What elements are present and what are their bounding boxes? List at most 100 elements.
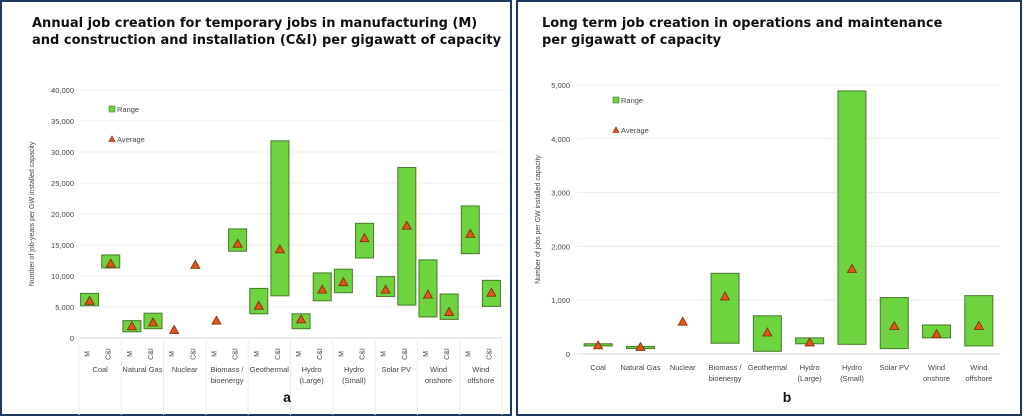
panel-a — [0, 0, 512, 416]
y-tick-label: 25,000 — [51, 179, 74, 188]
subcategory-label: M — [169, 351, 176, 357]
average-marker — [677, 316, 688, 326]
category-label: Natural Gas — [122, 365, 162, 374]
subcategory-label: M — [254, 351, 261, 357]
legend-average-label: Average — [621, 126, 649, 135]
average-marker — [973, 320, 985, 330]
average-marker — [232, 238, 243, 248]
average-marker — [211, 315, 222, 325]
category-label: Natural Gas — [620, 363, 660, 372]
subcategory-label: M — [85, 351, 92, 357]
category-label: Wind offshore — [965, 363, 992, 383]
average-marker — [635, 341, 646, 351]
subcategory-label: C&I — [106, 348, 113, 360]
average-marker — [253, 300, 264, 310]
subcategory-label: C&I — [190, 348, 197, 360]
y-tick-label: 0 — [566, 350, 570, 359]
chart-a-title: Annual job creation for temporary jobs i… — [32, 16, 502, 48]
average-marker — [126, 320, 138, 331]
category-label: Wind offshore — [467, 365, 494, 385]
subcategory-label: M — [127, 351, 134, 357]
average-marker — [401, 220, 413, 230]
category-label: Biomass / bioenergy — [211, 365, 245, 385]
average-marker — [846, 263, 858, 273]
subcategory-label: M — [338, 351, 345, 357]
subcategory-label: M — [211, 351, 218, 357]
average-marker — [317, 284, 328, 294]
average-marker — [105, 258, 116, 268]
average-marker — [84, 295, 95, 305]
y-tick-label: 35,000 — [51, 117, 74, 126]
y-axis-label: Number of job-years per GW installed cap… — [29, 141, 36, 286]
subcategory-label: C&I — [486, 348, 493, 360]
subcategory-label: C&I — [317, 348, 324, 360]
legend-average-marker — [108, 135, 116, 142]
category-label: Nuclear — [172, 365, 198, 374]
y-tick-label: 1,000 — [551, 296, 570, 305]
category-label: Hydro (Small) — [840, 363, 864, 383]
chart-b-title: Long term job creation in operations and… — [542, 16, 943, 48]
category-label: Hydro (Large) — [798, 363, 823, 383]
y-tick-label: 5,000 — [551, 81, 570, 90]
average-marker — [889, 320, 900, 330]
y-tick-label: 30,000 — [51, 148, 74, 157]
y-tick-label: 0 — [70, 334, 74, 343]
average-marker — [592, 340, 604, 350]
legend-range-swatch — [108, 105, 116, 113]
subcategory-label: C&I — [402, 348, 409, 360]
legend-range-swatch — [612, 96, 620, 104]
category-label: Geothermal — [748, 363, 788, 372]
range-bar — [418, 259, 438, 318]
average-marker — [486, 287, 497, 297]
average-marker — [147, 317, 159, 327]
average-marker — [719, 291, 731, 301]
y-tick-label: 3,000 — [551, 189, 570, 198]
y-tick-label: 4,000 — [551, 135, 570, 144]
legend-average-marker — [612, 126, 620, 133]
y-tick-label: 2,000 — [551, 242, 570, 251]
y-tick-label: 20,000 — [51, 210, 74, 219]
y-tick-label: 5,000 — [55, 303, 74, 312]
range-bar — [397, 167, 417, 306]
subcategory-label: M — [381, 351, 388, 357]
subcategory-label: M — [296, 351, 303, 357]
range-bar — [710, 272, 740, 344]
subcategory-label: M — [423, 351, 430, 357]
legend-range-label: Range — [621, 96, 643, 105]
range-bar — [270, 140, 290, 297]
category-label: Wind onshore — [923, 363, 950, 383]
category-label: Wind onshore — [425, 365, 452, 385]
category-label: Nuclear — [670, 363, 696, 372]
panel-label: a — [283, 389, 291, 405]
average-marker — [422, 289, 434, 299]
average-marker — [295, 314, 307, 324]
panel-b — [516, 0, 1022, 416]
average-marker — [359, 232, 370, 243]
average-marker — [443, 306, 455, 316]
legend-range-label: Range — [117, 105, 139, 114]
subcategory-label: C&I — [444, 348, 451, 360]
average-marker — [380, 284, 391, 294]
average-marker — [274, 244, 286, 254]
average-marker — [762, 327, 773, 337]
average-marker — [465, 228, 476, 238]
subcategory-label: C&I — [148, 348, 155, 360]
average-marker — [190, 259, 201, 269]
average-marker — [804, 337, 815, 347]
subcategory-label: C&I — [233, 348, 240, 360]
subcategory-label: C&I — [275, 348, 282, 360]
category-label: Biomass / bioenergy — [709, 363, 743, 383]
panel-label: b — [783, 389, 792, 405]
y-axis-label: Number of jobs per GW installed capacity — [535, 155, 542, 284]
y-tick-label: 15,000 — [51, 241, 74, 250]
category-label: Solar PV — [381, 365, 411, 374]
average-marker — [168, 324, 180, 334]
subcategory-label: M — [465, 351, 472, 357]
y-tick-label: 10,000 — [51, 272, 74, 281]
y-tick-label: 40,000 — [51, 86, 74, 95]
category-label: Hydro (Small) — [342, 365, 366, 385]
category-label: Coal — [92, 365, 108, 374]
average-marker — [931, 328, 942, 338]
range-bar — [837, 90, 867, 345]
